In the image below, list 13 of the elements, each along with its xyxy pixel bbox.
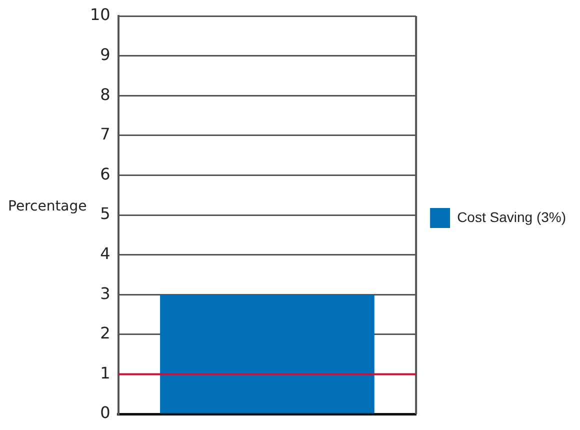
y-tick-label: 1 [100, 363, 110, 382]
y-tick-label: 0 [100, 403, 110, 422]
legend-label: Cost Saving (3%) [457, 208, 566, 225]
y-tick-label: 6 [100, 164, 110, 184]
y-tick-label: 3 [100, 284, 110, 303]
y-tick-label: 2 [100, 324, 110, 343]
y-tick-label: 10 [90, 5, 110, 24]
y-tick-label: 7 [100, 124, 110, 144]
y-tick-label: 8 [100, 84, 110, 104]
y-tick-label: 4 [100, 244, 110, 263]
y-axis-title: Percentage [8, 198, 87, 215]
y-tick-label: 5 [100, 204, 110, 224]
y-tick-label: 9 [100, 44, 110, 64]
